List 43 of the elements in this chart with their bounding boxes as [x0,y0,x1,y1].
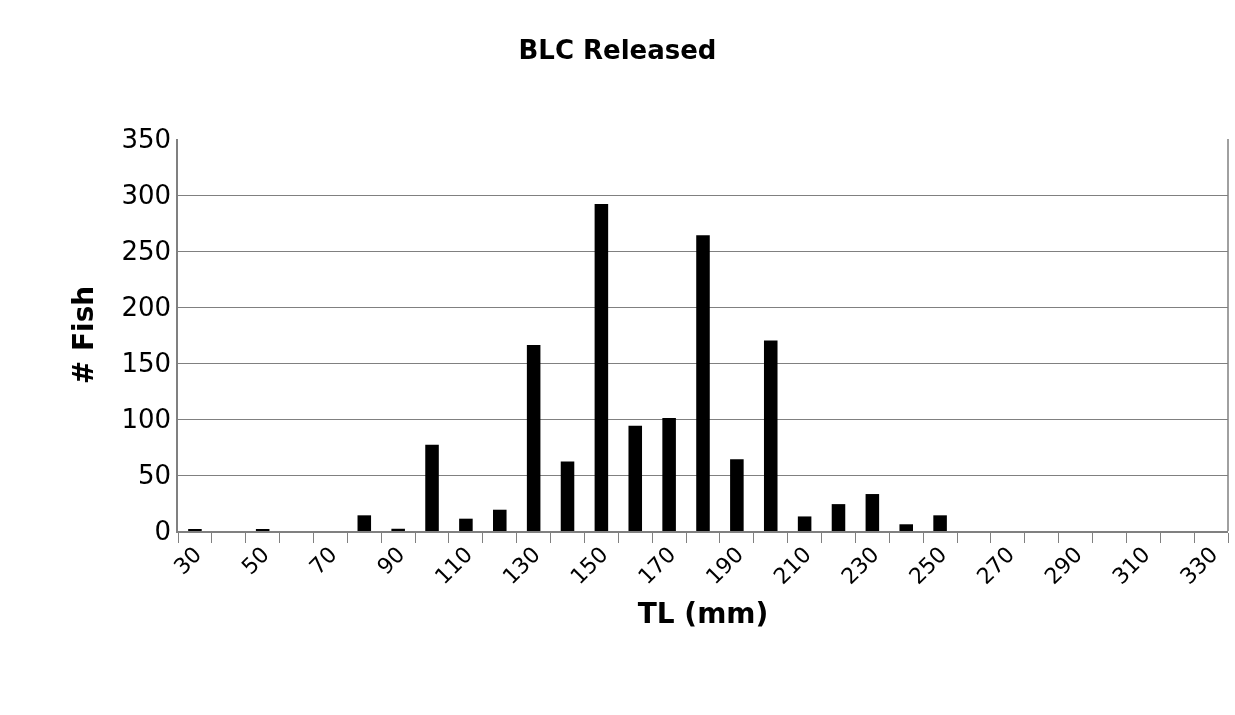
x-tick-label: 190 [700,541,749,590]
x-tick-label: 270 [971,541,1020,590]
bar [560,461,575,531]
y-tick-label: 300 [121,180,172,211]
bar [459,518,473,531]
y-axis-title: # Fish [66,285,100,385]
bar [865,494,880,531]
bar [899,524,913,531]
bar [493,509,507,531]
x-tick-label: 110 [429,541,478,590]
x-tick-label: 70 [304,541,342,580]
y-tick-label: 100 [121,404,172,435]
chart-title: BLC Released [518,35,717,66]
y-tick-label: 350 [121,124,172,155]
x-tick-label: 290 [1039,541,1087,590]
bar [831,504,846,531]
x-tick-label: 170 [633,541,681,590]
bar [696,235,710,531]
x-tick-label: 210 [768,541,816,590]
bar [526,345,541,531]
x-tick-label: 330 [1175,541,1223,590]
bar [662,417,676,531]
x-tick-label: 250 [904,541,952,590]
bar [933,515,947,531]
x-tick-label: 50 [236,541,274,580]
bar [425,444,439,531]
y-tick-label: 150 [121,348,172,379]
x-tick-label: 130 [497,541,545,590]
x-tick-label: 230 [836,541,884,590]
bar [797,516,812,531]
x-axis-title: TL (mm) [637,596,769,630]
bar [357,515,372,531]
bar [763,340,778,531]
x-tick-label: 150 [565,541,613,590]
bar [391,528,405,531]
bar [594,203,609,531]
y-tick-label: 250 [121,236,172,267]
x-tick-label: 90 [372,541,410,580]
bar [730,459,744,531]
x-tick-label: 310 [1107,541,1155,590]
bar [628,425,643,531]
y-tick-label: 50 [137,460,172,491]
y-tick-label: 200 [121,292,172,323]
